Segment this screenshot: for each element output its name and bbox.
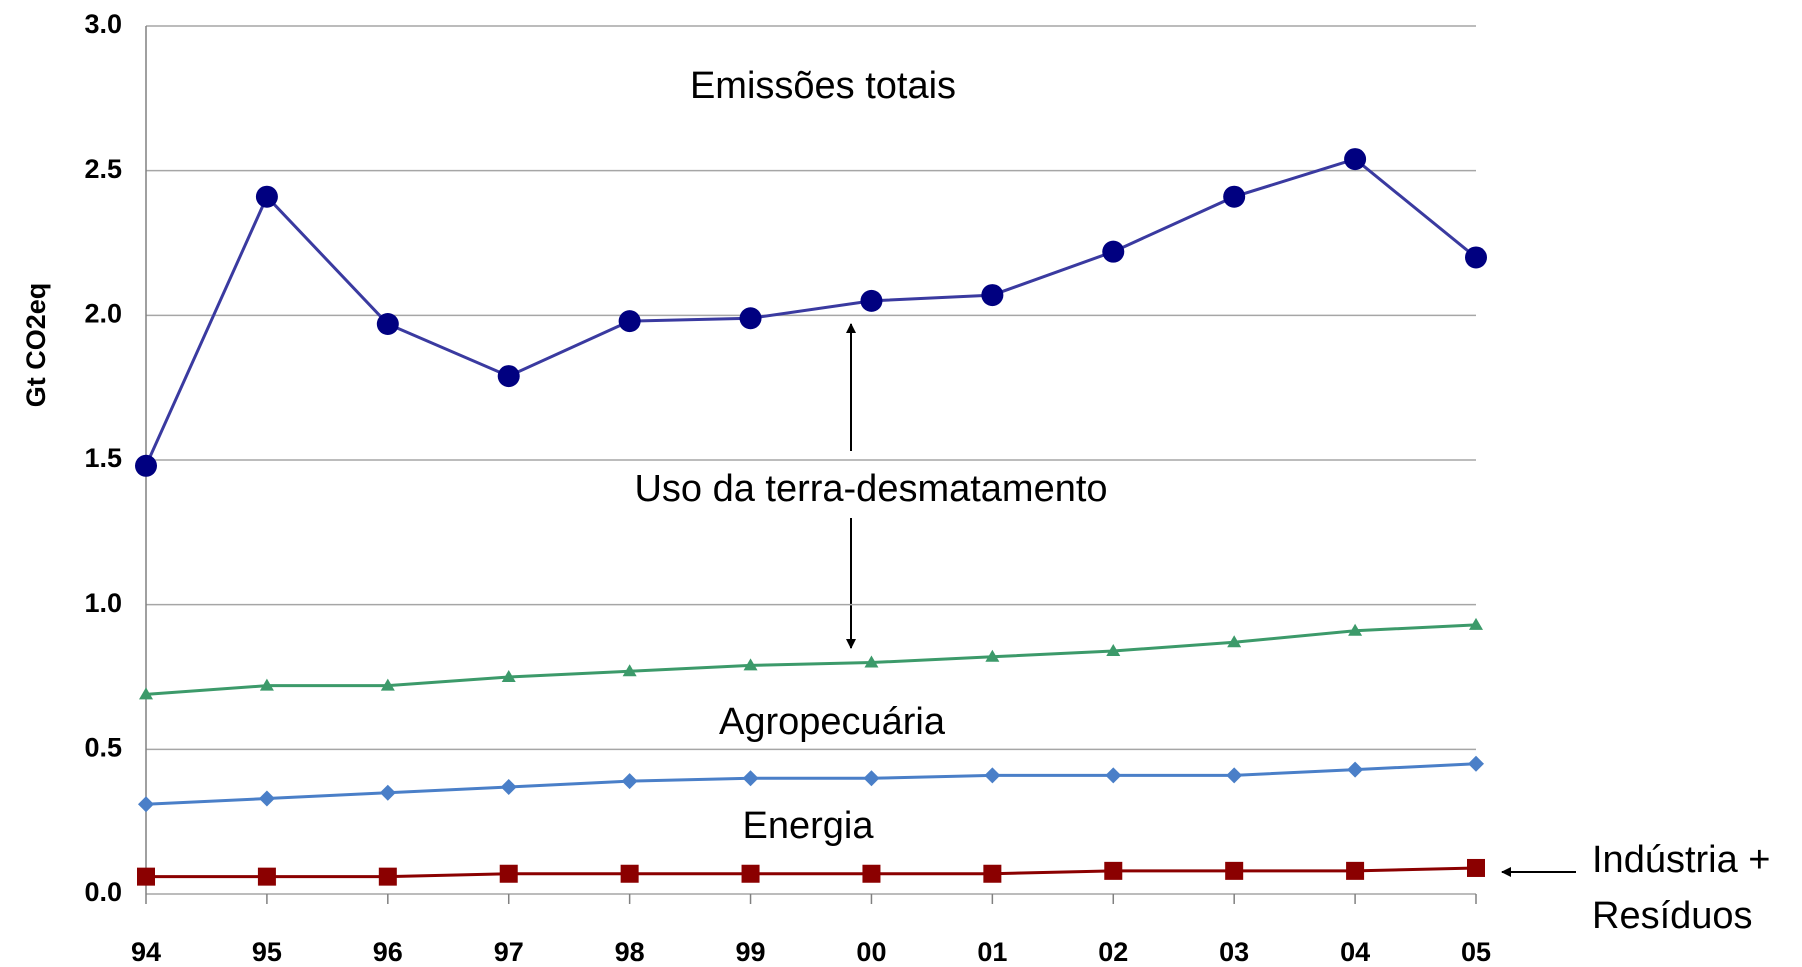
point <box>499 864 518 883</box>
point <box>1227 635 1242 648</box>
y-tick-label: 2.5 <box>84 154 122 184</box>
point <box>622 664 637 677</box>
x-tick-label: 03 <box>1219 937 1249 967</box>
annotation: Agropecuária <box>719 701 946 743</box>
point <box>739 307 762 330</box>
point <box>1469 617 1483 630</box>
point <box>138 796 154 813</box>
point <box>1226 767 1243 784</box>
point <box>135 454 157 477</box>
point <box>1465 246 1487 269</box>
point <box>1225 861 1244 880</box>
point <box>1102 240 1125 263</box>
x-tick-label: 99 <box>736 937 766 967</box>
y-tick-label: 1.0 <box>84 588 122 618</box>
point <box>380 678 395 691</box>
series-line <box>146 866 1477 879</box>
point <box>378 867 397 886</box>
point <box>1348 623 1363 636</box>
point <box>741 864 760 883</box>
y-tick-label: 0.0 <box>84 877 122 907</box>
x-tick-label: 02 <box>1098 937 1128 967</box>
point <box>1223 185 1246 208</box>
point <box>618 310 641 333</box>
x-tick-label: 95 <box>252 937 282 967</box>
point <box>984 767 1001 784</box>
x-tick-label: 94 <box>131 937 161 967</box>
point <box>379 784 396 801</box>
point <box>864 655 879 668</box>
point <box>862 864 881 883</box>
y-tick-label: 0.5 <box>84 732 122 762</box>
point <box>621 773 638 790</box>
point <box>255 185 278 208</box>
point <box>497 365 520 388</box>
point <box>376 313 399 336</box>
point <box>1105 767 1122 784</box>
annotation: Energia <box>743 805 875 847</box>
point <box>1468 755 1484 772</box>
series-line <box>145 623 1477 696</box>
point <box>983 864 1002 883</box>
x-tick-label: 04 <box>1340 937 1370 967</box>
x-tick-label: 05 <box>1461 937 1491 967</box>
series-line <box>144 157 1477 467</box>
point <box>137 867 155 886</box>
point <box>500 778 517 795</box>
point <box>258 790 275 807</box>
x-tick-label: 97 <box>494 937 524 967</box>
point <box>257 867 276 886</box>
point <box>860 289 883 312</box>
series-line <box>145 762 1477 806</box>
x-tick-label: 00 <box>856 937 886 967</box>
point <box>1347 761 1364 778</box>
point <box>139 687 153 700</box>
x-tick-label: 96 <box>373 937 403 967</box>
y-tick-label: 1.5 <box>84 443 122 473</box>
annotation: Indústria + <box>1592 839 1771 881</box>
point <box>985 649 1000 662</box>
point <box>1104 861 1123 880</box>
point <box>1346 861 1365 880</box>
point <box>259 678 274 691</box>
y-axis-label: Gt CO2eq <box>21 283 51 408</box>
x-tick-label: 01 <box>977 937 1007 967</box>
point <box>743 658 758 671</box>
y-tick-label: 2.0 <box>84 298 122 328</box>
point <box>1106 643 1121 656</box>
point <box>981 284 1004 307</box>
y-tick-label: 3.0 <box>84 9 122 39</box>
point <box>620 864 639 883</box>
x-tick-label: 98 <box>615 937 645 967</box>
point <box>863 770 880 787</box>
point <box>501 670 516 682</box>
annotation: Resíduos <box>1592 895 1753 937</box>
point <box>742 770 759 787</box>
annotation: Uso da terra-desmatamento <box>634 468 1107 510</box>
point <box>1467 858 1485 877</box>
annotation: Emissões totais <box>690 65 956 107</box>
point <box>1344 148 1367 171</box>
